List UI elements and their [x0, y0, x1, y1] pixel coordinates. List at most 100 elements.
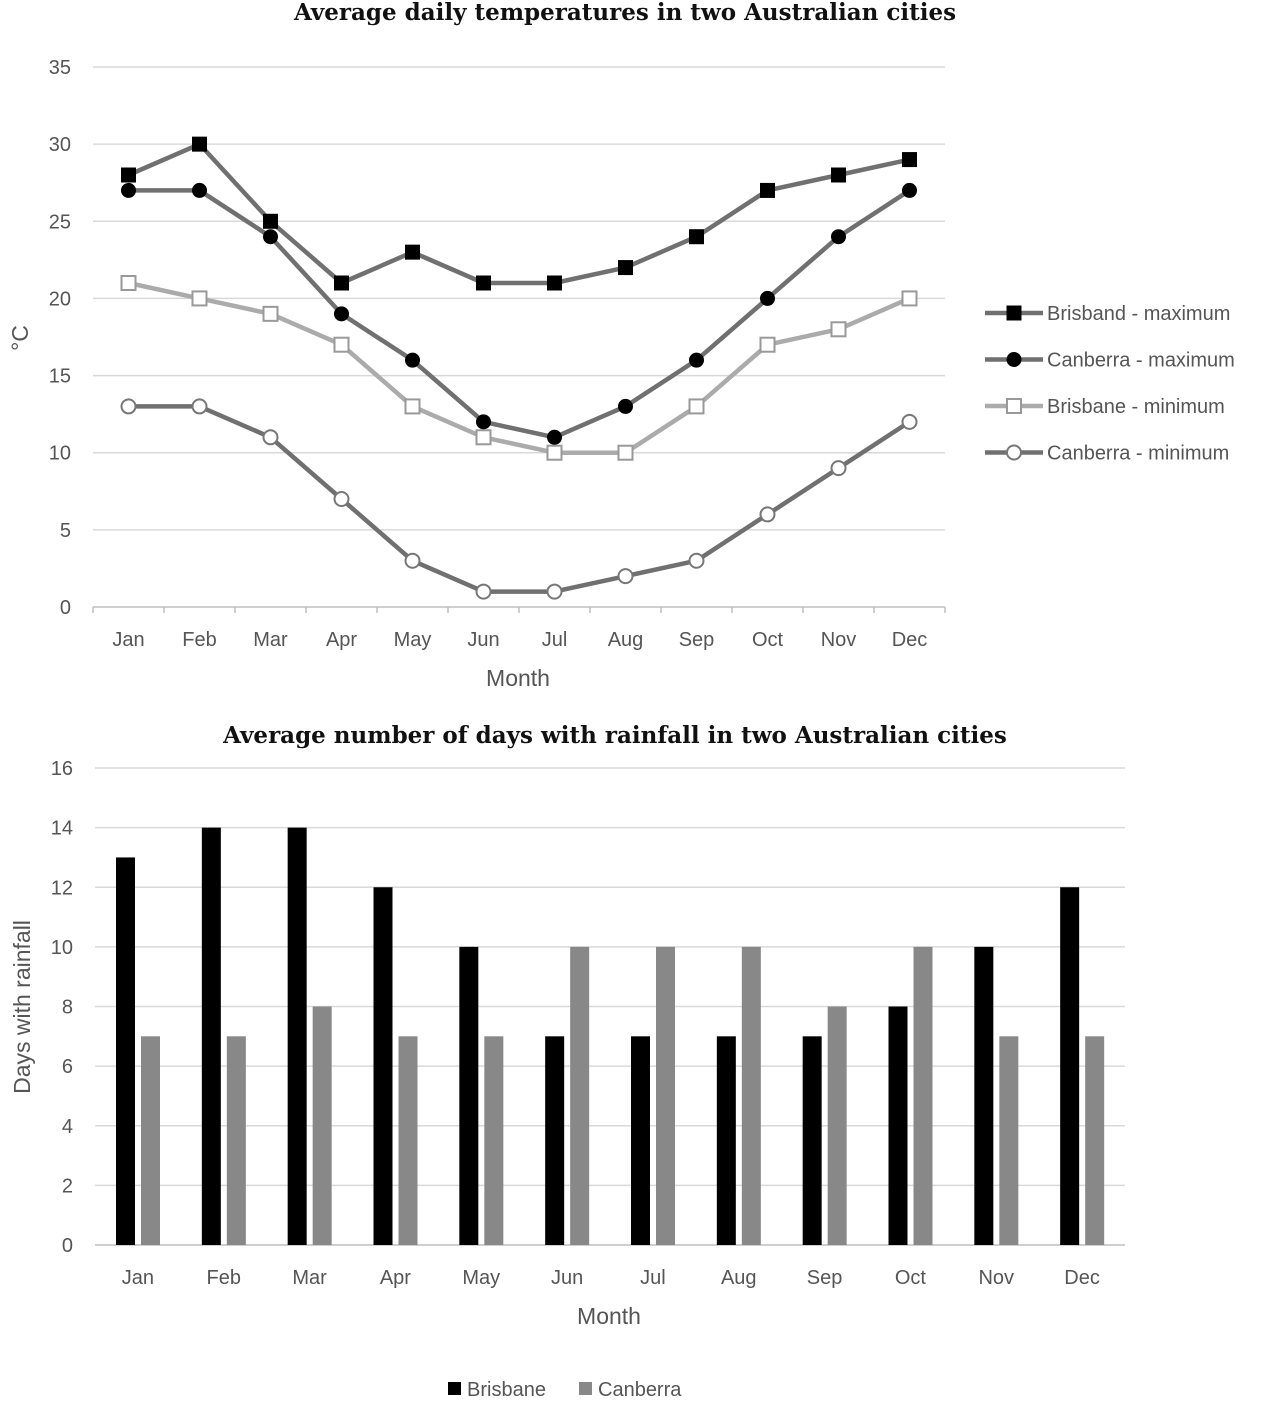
bar-canberra	[570, 946, 590, 1245]
y-tick-label: 25	[49, 211, 71, 233]
bar-brisbane	[201, 827, 221, 1245]
data-point-s3	[404, 552, 421, 569]
y-tick-label: 2	[62, 1175, 73, 1197]
y-tick-label: 15	[49, 366, 71, 388]
x-tick-label: Jul	[542, 629, 568, 651]
data-point-s1	[547, 429, 562, 445]
series-line-2	[128, 280, 911, 455]
legend-swatch-1	[579, 1382, 592, 1395]
bar-canberra	[656, 946, 675, 1245]
data-point-s3	[546, 583, 563, 600]
series-line-1	[128, 188, 911, 440]
bar-canberra	[484, 1036, 504, 1245]
y-tick-label: 10	[51, 937, 73, 959]
x-tick-label: Jan	[122, 1267, 154, 1289]
data-point-s2	[191, 290, 208, 307]
data-point-s1	[192, 182, 207, 198]
y-tick-label: 10	[49, 443, 71, 465]
bar-brisbane	[373, 887, 393, 1245]
data-point-s2	[759, 336, 776, 353]
data-point-s1	[405, 352, 420, 368]
bar-canberra	[741, 946, 761, 1245]
x-tick-label: Dec	[1064, 1267, 1100, 1289]
series-line-0	[127, 141, 910, 286]
data-point-s3	[830, 460, 847, 477]
y-tick-label: 35	[49, 57, 71, 79]
legend-label-3: Canberra - minimum	[1047, 443, 1229, 465]
data-point-s1	[334, 306, 349, 322]
legend-label-1: Canberra - maximum	[1047, 350, 1235, 372]
data-point-s0	[121, 167, 136, 183]
legend-marker-2	[1006, 398, 1022, 414]
x-tick-label: Mar	[253, 629, 288, 651]
y-tick-label: 8	[62, 997, 73, 1019]
data-point-s1	[831, 229, 846, 245]
bar-brisbane	[116, 857, 135, 1245]
bar-brisbane	[716, 1036, 736, 1245]
data-point-s1	[760, 290, 775, 306]
data-point-s1	[476, 414, 491, 430]
data-point-s0	[334, 275, 349, 291]
data-point-s3	[759, 506, 776, 523]
temperature-chart-title: Average daily temperatures in two Austra…	[293, 0, 956, 26]
data-point-s2	[262, 305, 279, 322]
y-tick-label: 0	[60, 597, 71, 619]
rainfall-bar-chart: Average number of days with rainfall in …	[9, 722, 1125, 1401]
series-line-3	[128, 404, 911, 594]
x-tick-label: Aug	[721, 1267, 757, 1289]
x-tick-label: Oct	[895, 1267, 927, 1289]
y-tick-label: 0	[62, 1235, 73, 1257]
data-point-s1	[121, 182, 136, 198]
data-point-s2	[120, 275, 137, 291]
data-point-s2	[688, 398, 705, 415]
x-tick-label: Jul	[640, 1267, 666, 1289]
data-point-s1	[263, 229, 278, 245]
bar-brisbane	[1060, 887, 1080, 1245]
y-tick-label: 14	[51, 818, 73, 840]
y-tick-label: 4	[62, 1116, 73, 1138]
bar-canberra	[398, 1036, 418, 1245]
bar-canberra	[312, 1006, 332, 1245]
x-tick-label: May	[462, 1267, 500, 1289]
x-tick-label: Apr	[380, 1267, 411, 1289]
x-tick-label: Dec	[892, 629, 928, 651]
x-tick-label: Feb	[207, 1267, 241, 1289]
data-point-s1	[689, 352, 704, 368]
data-point-s0	[760, 182, 775, 198]
bar-canberra	[226, 1036, 246, 1245]
legend-marker-0	[1006, 305, 1022, 321]
x-tick-label: Jan	[112, 629, 144, 651]
temperature-chart-ylabel: °C	[7, 325, 33, 351]
data-point-s3	[901, 413, 918, 430]
legend-label-0: Brisband - maximum	[1047, 303, 1230, 325]
data-point-s3	[333, 491, 350, 507]
x-tick-label: Oct	[752, 629, 784, 651]
x-tick-label: May	[394, 629, 432, 651]
bar-canberra	[141, 1036, 160, 1245]
rainfall-chart-xlabel: Month	[577, 1303, 641, 1329]
legend-label-1: Canberra	[598, 1379, 682, 1401]
data-point-s2	[901, 290, 918, 307]
bar-brisbane	[974, 946, 994, 1245]
x-tick-label: Nov	[821, 629, 857, 651]
x-tick-label: Mar	[292, 1267, 327, 1289]
y-tick-label: 12	[51, 877, 73, 899]
x-tick-label: Jun	[551, 1267, 583, 1289]
bar-canberra	[999, 1036, 1019, 1245]
data-point-s0	[689, 229, 704, 245]
data-point-s0	[263, 213, 278, 229]
temperature-line-chart: Average daily temperatures in two Austra…	[7, 0, 1235, 691]
data-point-s2	[404, 398, 421, 415]
data-point-s3	[688, 552, 705, 569]
data-point-s2	[475, 429, 492, 446]
y-tick-label: 30	[49, 134, 71, 156]
data-point-s0	[547, 275, 562, 291]
x-tick-label: Sep	[807, 1267, 843, 1289]
legend-marker-1	[1006, 352, 1022, 367]
bar-brisbane	[545, 1036, 565, 1245]
data-point-s2	[617, 444, 634, 461]
x-tick-label: Feb	[182, 629, 216, 651]
bar-brisbane	[287, 827, 307, 1245]
y-tick-label: 5	[60, 520, 71, 542]
x-tick-label: Aug	[608, 629, 644, 651]
